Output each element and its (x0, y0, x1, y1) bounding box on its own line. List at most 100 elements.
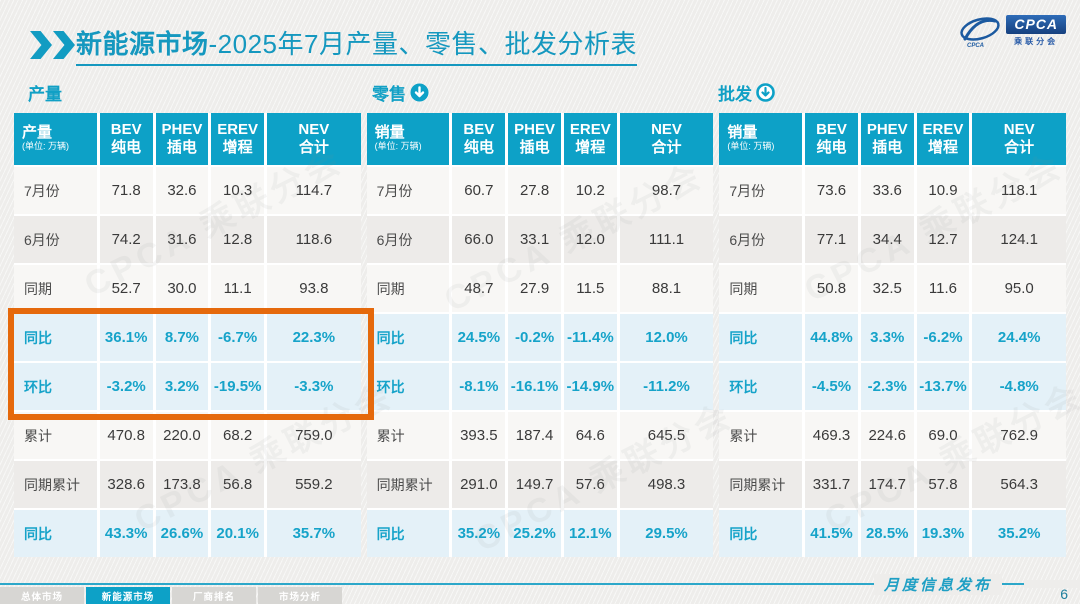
value-cell: 36.1% (99, 314, 153, 361)
value-cell: 224.6 (860, 412, 914, 459)
column-header-cell: PHEV 插电 (155, 113, 209, 165)
table-row: 环比 -4.5% -2.3% -13.7% -4.8% (719, 363, 1066, 410)
value-cell: 469.3 (805, 412, 858, 459)
value-cell: 66.0 (452, 216, 506, 263)
value-cell: 12.0 (563, 216, 617, 263)
cpca-logo-text: CPCA (1006, 15, 1066, 34)
value-cell: 10.9 (916, 167, 970, 214)
row-label-cell: 6月份 (366, 216, 450, 263)
tab-oem-ranking[interactable]: 厂商排名 (172, 587, 256, 604)
value-cell: 27.8 (508, 167, 561, 214)
row-label-cell: 累计 (366, 412, 450, 459)
value-cell: 25.2% (508, 510, 561, 557)
value-cell: 111.1 (619, 216, 714, 263)
value-cell: 57.6 (563, 461, 617, 508)
section-label-retail: 零售 (372, 80, 429, 105)
value-cell: 35.2% (972, 510, 1066, 557)
value-cell: 43.3% (99, 510, 153, 557)
row-label-cell: 累计 (719, 412, 803, 459)
row-label-cell: 7月份 (14, 167, 97, 214)
row-label-cell: 同比 (14, 314, 97, 361)
value-cell: 498.3 (619, 461, 714, 508)
value-cell: 12.8 (211, 216, 265, 263)
value-cell: 48.7 (452, 265, 506, 312)
value-cell: 35.2% (452, 510, 506, 557)
value-cell: 173.8 (155, 461, 209, 508)
value-cell: 57.8 (916, 461, 970, 508)
value-cell: 52.7 (99, 265, 153, 312)
row-label-cell: 同比 (366, 314, 450, 361)
table-row: 7月份 73.6 33.6 10.9 118.1 (719, 167, 1066, 214)
value-cell: 56.8 (211, 461, 265, 508)
page-title-bold: 新能源市场 (76, 29, 209, 59)
value-cell: 124.1 (972, 216, 1066, 263)
value-cell: 33.6 (860, 167, 914, 214)
table-row: 同比 35.2% 25.2% 12.1% 29.5% (366, 510, 714, 557)
row-label-cell: 环比 (719, 363, 803, 410)
value-cell: 33.1 (508, 216, 561, 263)
value-cell: 73.6 (805, 167, 858, 214)
column-header-cell: PHEV 插电 (860, 113, 914, 165)
value-cell: 20.1% (211, 510, 265, 557)
table-header-row: 销量 (单位: 万辆) BEV 纯电 PHEV 插电 EREV 增程 NEV 合计 (366, 113, 714, 165)
row-label-cell: 7月份 (719, 167, 803, 214)
row-label-cell: 同比 (14, 510, 97, 557)
tables-container: 产量 (单位: 万辆) BEV 纯电 PHEV 插电 EREV 增程 NEV 合计 7月份 71.8 3… (14, 113, 1066, 557)
value-cell: -3.3% (267, 363, 361, 410)
column-header-cell: NEV 合计 (619, 113, 714, 165)
table-row: 累计 469.3 224.6 69.0 762.9 (719, 412, 1066, 459)
value-cell: -4.5% (805, 363, 858, 410)
table-row: 同期累计 328.6 173.8 56.8 559.2 (14, 461, 361, 508)
value-cell: -4.8% (972, 363, 1066, 410)
value-cell: 12.0% (619, 314, 714, 361)
tab-nev-market[interactable]: 新能源市场 (86, 587, 170, 604)
value-cell: 12.1% (563, 510, 617, 557)
value-cell: -19.5% (211, 363, 265, 410)
table-row: 7月份 71.8 32.6 10.3 114.7 (14, 167, 361, 214)
value-cell: 60.7 (452, 167, 506, 214)
page-number: 6 (1060, 586, 1068, 602)
table-row: 同比 36.1% 8.7% -6.7% 22.3% (14, 314, 361, 361)
table-header-row: 销量 (单位: 万辆) BEV 纯电 PHEV 插电 EREV 增程 NEV 合计 (719, 113, 1066, 165)
table-row: 同期 52.7 30.0 11.1 93.8 (14, 265, 361, 312)
table-row: 同期 48.7 27.9 11.5 88.1 (366, 265, 714, 312)
value-cell: 10.2 (563, 167, 617, 214)
column-header-cell: NEV 合计 (972, 113, 1066, 165)
section-label-production: 产量 (28, 85, 62, 104)
double-chevron-icon (30, 31, 76, 59)
row-label-cell: 环比 (14, 363, 97, 410)
value-cell: 26.6% (155, 510, 209, 557)
value-cell: 74.2 (99, 216, 153, 263)
value-cell: 32.5 (860, 265, 914, 312)
column-header-cell: EREV 增程 (563, 113, 617, 165)
value-cell: 393.5 (452, 412, 506, 459)
value-cell: -6.2% (916, 314, 970, 361)
value-cell: -0.2% (508, 314, 561, 361)
value-cell: 118.1 (972, 167, 1066, 214)
value-cell: 98.7 (619, 167, 714, 214)
column-header-cell: NEV 合计 (267, 113, 361, 165)
row-label-cell: 同期 (366, 265, 450, 312)
footer-divider-line (0, 583, 1080, 585)
table-row: 累计 393.5 187.4 64.6 645.5 (366, 412, 714, 459)
column-header-cell: EREV 增程 (211, 113, 265, 165)
table-row: 环比 -8.1% -16.1% -14.9% -11.2% (366, 363, 714, 410)
row-label-cell: 6月份 (14, 216, 97, 263)
value-cell: 3.3% (860, 314, 914, 361)
column-header-cell: BEV 纯电 (452, 113, 506, 165)
value-cell: 64.6 (563, 412, 617, 459)
value-cell: 93.8 (267, 265, 361, 312)
value-cell: -6.7% (211, 314, 265, 361)
value-cell: 645.5 (619, 412, 714, 459)
corner-header-cell: 销量 (单位: 万辆) (719, 113, 803, 165)
row-label-cell: 同期 (719, 265, 803, 312)
row-label-cell: 6月份 (719, 216, 803, 263)
retail-table: 销量 (单位: 万辆) BEV 纯电 PHEV 插电 EREV 增程 NEV 合计 7月份 60.7 2… (366, 113, 714, 557)
value-cell: -14.9% (563, 363, 617, 410)
table-row: 同期累计 291.0 149.7 57.6 498.3 (366, 461, 714, 508)
page-title-rest: -2025年7月产量、零售、批发分析表 (208, 29, 637, 59)
tab-market-analysis[interactable]: 市场分析 (258, 587, 342, 604)
cpca-swoosh-icon: CPCA (957, 15, 1003, 49)
value-cell: 149.7 (508, 461, 561, 508)
tab-overall-market[interactable]: 总体市场 (0, 587, 84, 604)
